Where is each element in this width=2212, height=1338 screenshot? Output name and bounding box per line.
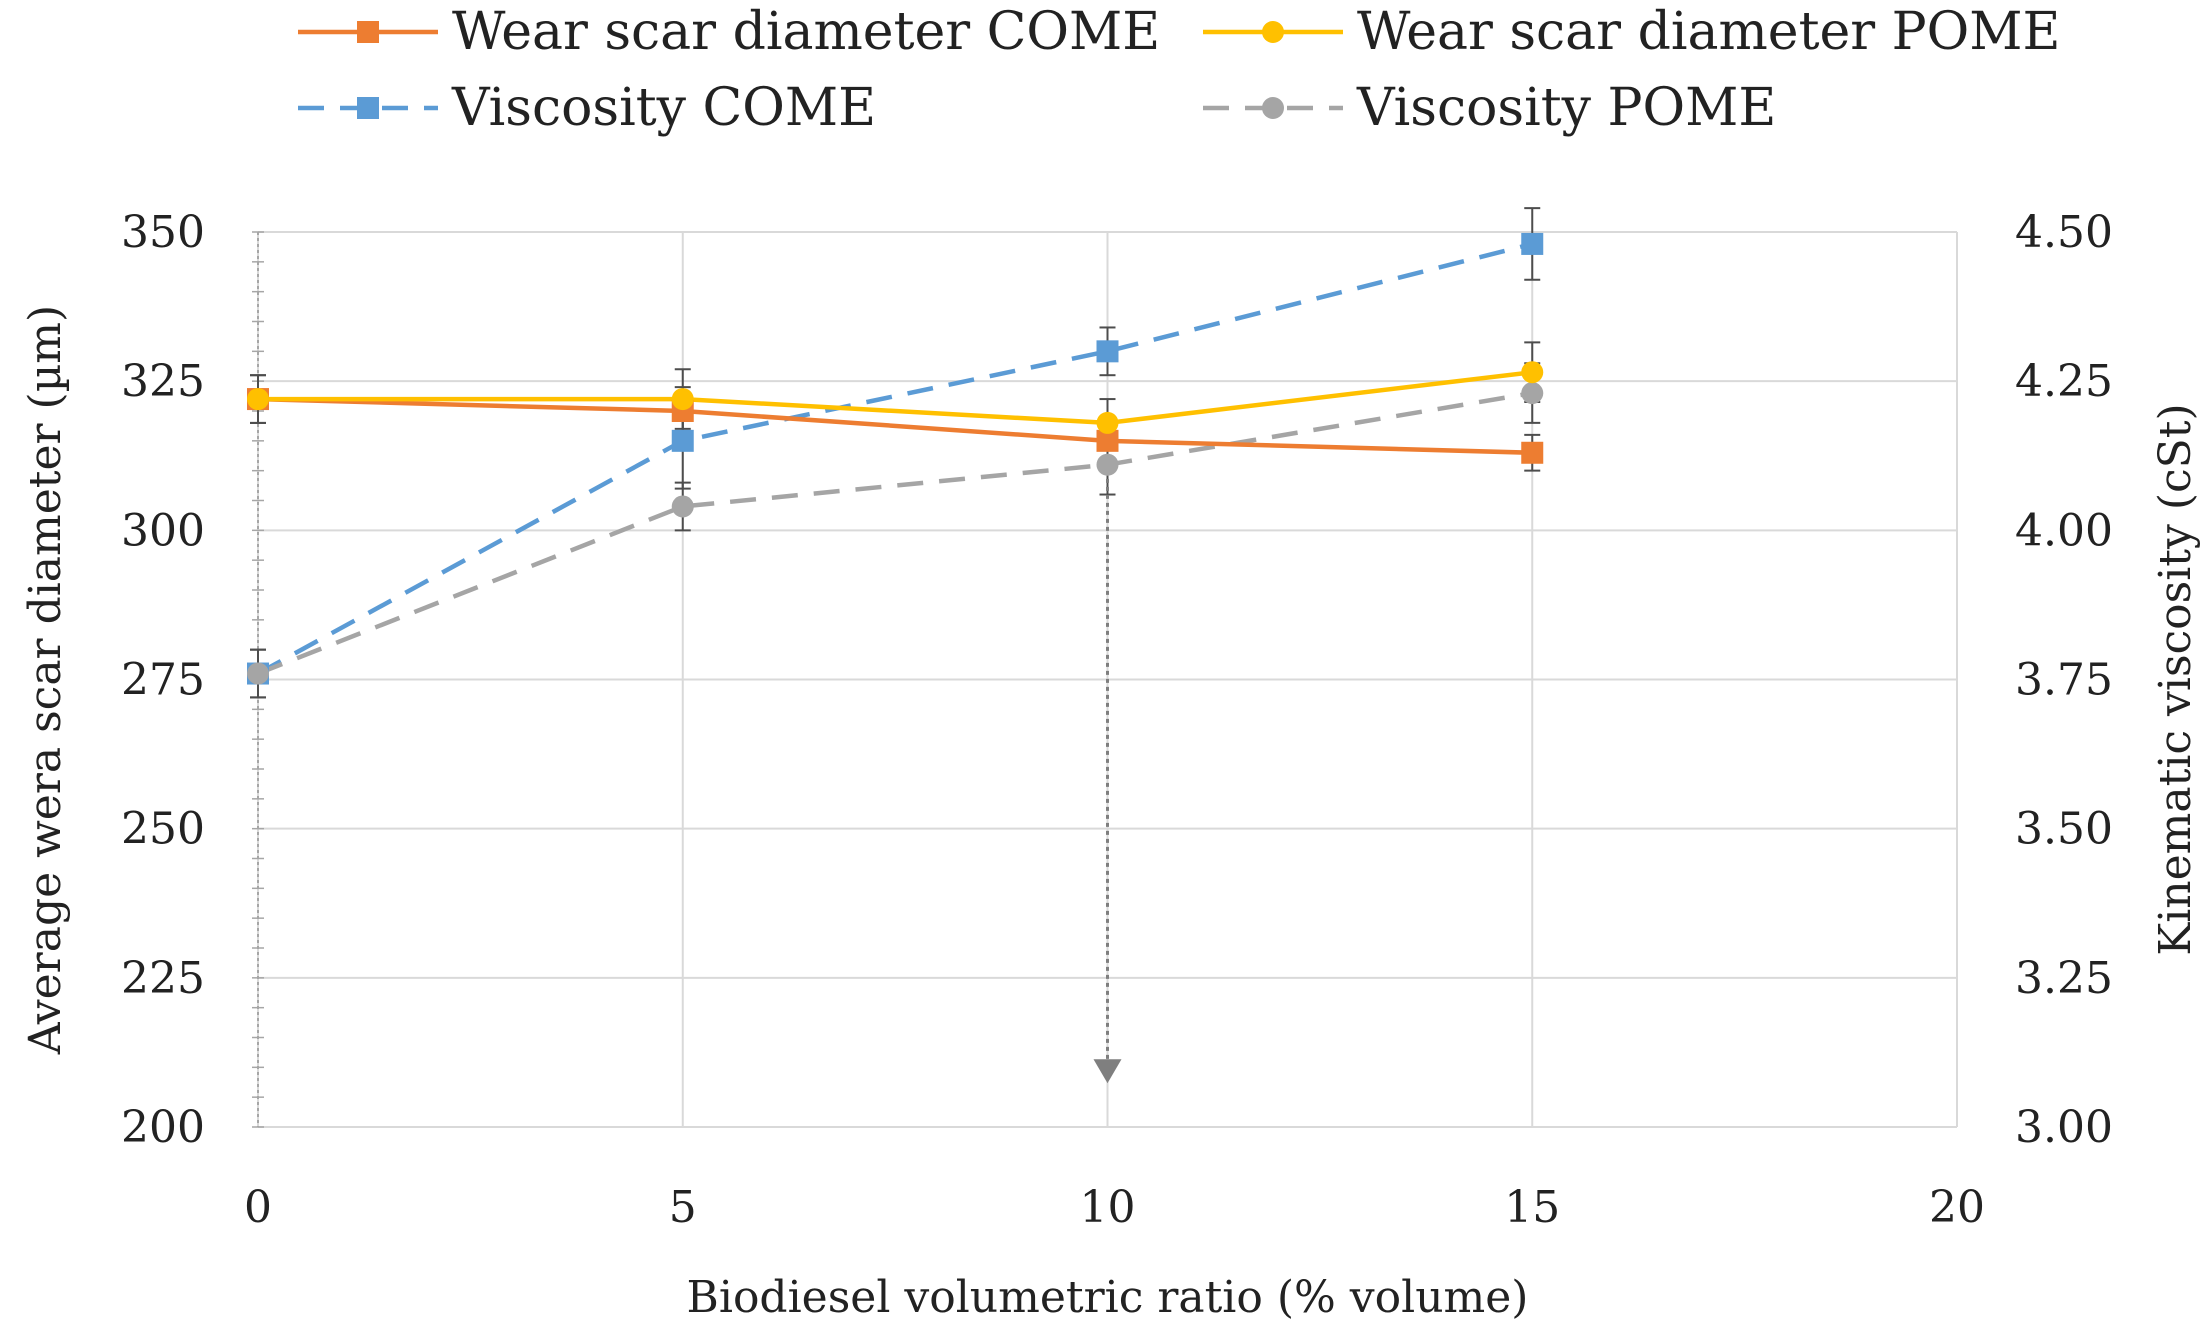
y2-tick-label: 4.00 [2015,505,2113,556]
annotation-arrow-head [1093,1059,1122,1084]
y-tick-label: 275 [121,655,205,706]
x-tick-label: 20 [1929,1182,1985,1233]
data-point [1096,429,1119,452]
legend-swatch-marker [357,97,379,119]
series-line-2 [256,241,1533,676]
series-line-0 [257,396,1533,456]
legend-swatch-marker [357,21,379,43]
legend-label: Wear scar diameter COME [452,2,1160,62]
y-tick-label: 225 [121,953,205,1004]
y2-tick-label: 3.50 [2015,804,2113,855]
data-point [671,495,694,518]
legend-swatch-marker [1262,21,1284,43]
y2-axis-title: Kinematic viscosity (cSt) [2150,403,2201,955]
data-point [1096,411,1119,434]
y2-tick-label: 4.50 [2015,207,2113,258]
y-tick-label: 300 [121,505,205,556]
data-point [671,388,694,411]
y-tick-label: 200 [121,1102,205,1153]
y2-tick-label: 3.00 [2015,1102,2113,1153]
data-point [1521,361,1544,384]
series-line-1 [258,369,1533,426]
series-line-3 [257,390,1533,676]
legend-label: Viscosity POME [1356,78,1776,138]
y-tick-label: 350 [121,207,205,258]
data-point [247,662,269,685]
y-tick-label: 250 [121,804,205,855]
data-point [1521,382,1544,405]
data-point [671,429,694,452]
data-point [1521,441,1544,464]
y2-tick-label: 3.75 [2015,655,2113,706]
x-tick-label: 15 [1504,1182,1560,1233]
y-tick-label: 325 [121,356,205,407]
data-point [1521,232,1544,255]
legend-label: Viscosity COME [451,78,876,138]
data-point [247,388,269,411]
x-axis-title: Biodiesel volumetric ratio (% volume) [687,1272,1529,1323]
legend-swatch-marker [1262,97,1284,119]
y-axis-title: Average wera scar diameter (µm) [20,305,71,1055]
x-tick-label: 5 [669,1182,697,1233]
data-point [1096,453,1119,476]
y2-tick-label: 3.25 [2015,953,2113,1004]
data-point [1096,340,1119,363]
legend-label: Wear scar diameter POME [1357,2,2060,62]
y2-tick-label: 4.25 [2015,356,2113,407]
x-tick-label: 0 [244,1182,272,1233]
x-tick-label: 10 [1080,1182,1136,1233]
